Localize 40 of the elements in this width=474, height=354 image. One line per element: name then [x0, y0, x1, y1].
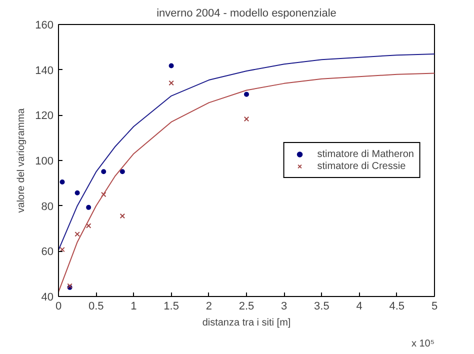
- legend-label: stimatore di Matheron: [317, 148, 414, 160]
- line-series: [58, 72, 434, 292]
- legend-label: stimatore di Cressie: [317, 160, 406, 172]
- point: [168, 80, 174, 86]
- point: [86, 223, 92, 228]
- point: [60, 246, 65, 252]
- y-tick-label: 120: [35, 110, 54, 122]
- line-series: [58, 53, 434, 251]
- point: [74, 232, 80, 237]
- y-axis-title: valore del variogramma: [16, 108, 28, 213]
- x-tick-label: 2: [206, 300, 212, 312]
- x-tick-label: 3.5: [314, 300, 330, 312]
- point: [74, 190, 80, 196]
- y-tick-label: 100: [35, 156, 54, 168]
- point: [244, 92, 249, 97]
- point: [120, 213, 126, 219]
- point: [244, 116, 250, 122]
- y-tick-label: 60: [41, 246, 54, 258]
- point: [101, 169, 106, 174]
- x-tick-label: 0.5: [88, 300, 104, 312]
- x-axis-title: distanza tra i siti [m]: [202, 318, 291, 328]
- x-tick-label: 0: [55, 300, 62, 312]
- x-tick-label: 4.5: [389, 300, 405, 312]
- point: [60, 180, 65, 185]
- x-tick-label: 4: [356, 300, 362, 312]
- x-tick-label: 5: [431, 300, 438, 312]
- point: [101, 192, 106, 198]
- point: [86, 204, 92, 210]
- x-tick-label: 3: [281, 300, 288, 312]
- y-tick-label: 40: [41, 292, 54, 304]
- x-tick-label: 2.5: [238, 300, 254, 312]
- x-tick-label: 1: [130, 300, 137, 312]
- x-tick-label: 1.5: [164, 300, 179, 312]
- y-tick-label: 160: [35, 20, 54, 32]
- point: [168, 63, 174, 68]
- y-tick-label: 140: [35, 64, 54, 77]
- text: x 10⁵: [411, 338, 434, 350]
- y-tick-label: 80: [41, 200, 54, 213]
- chart-title: inverno 2004 - modello esponenziale: [156, 8, 336, 20]
- point: [120, 169, 125, 174]
